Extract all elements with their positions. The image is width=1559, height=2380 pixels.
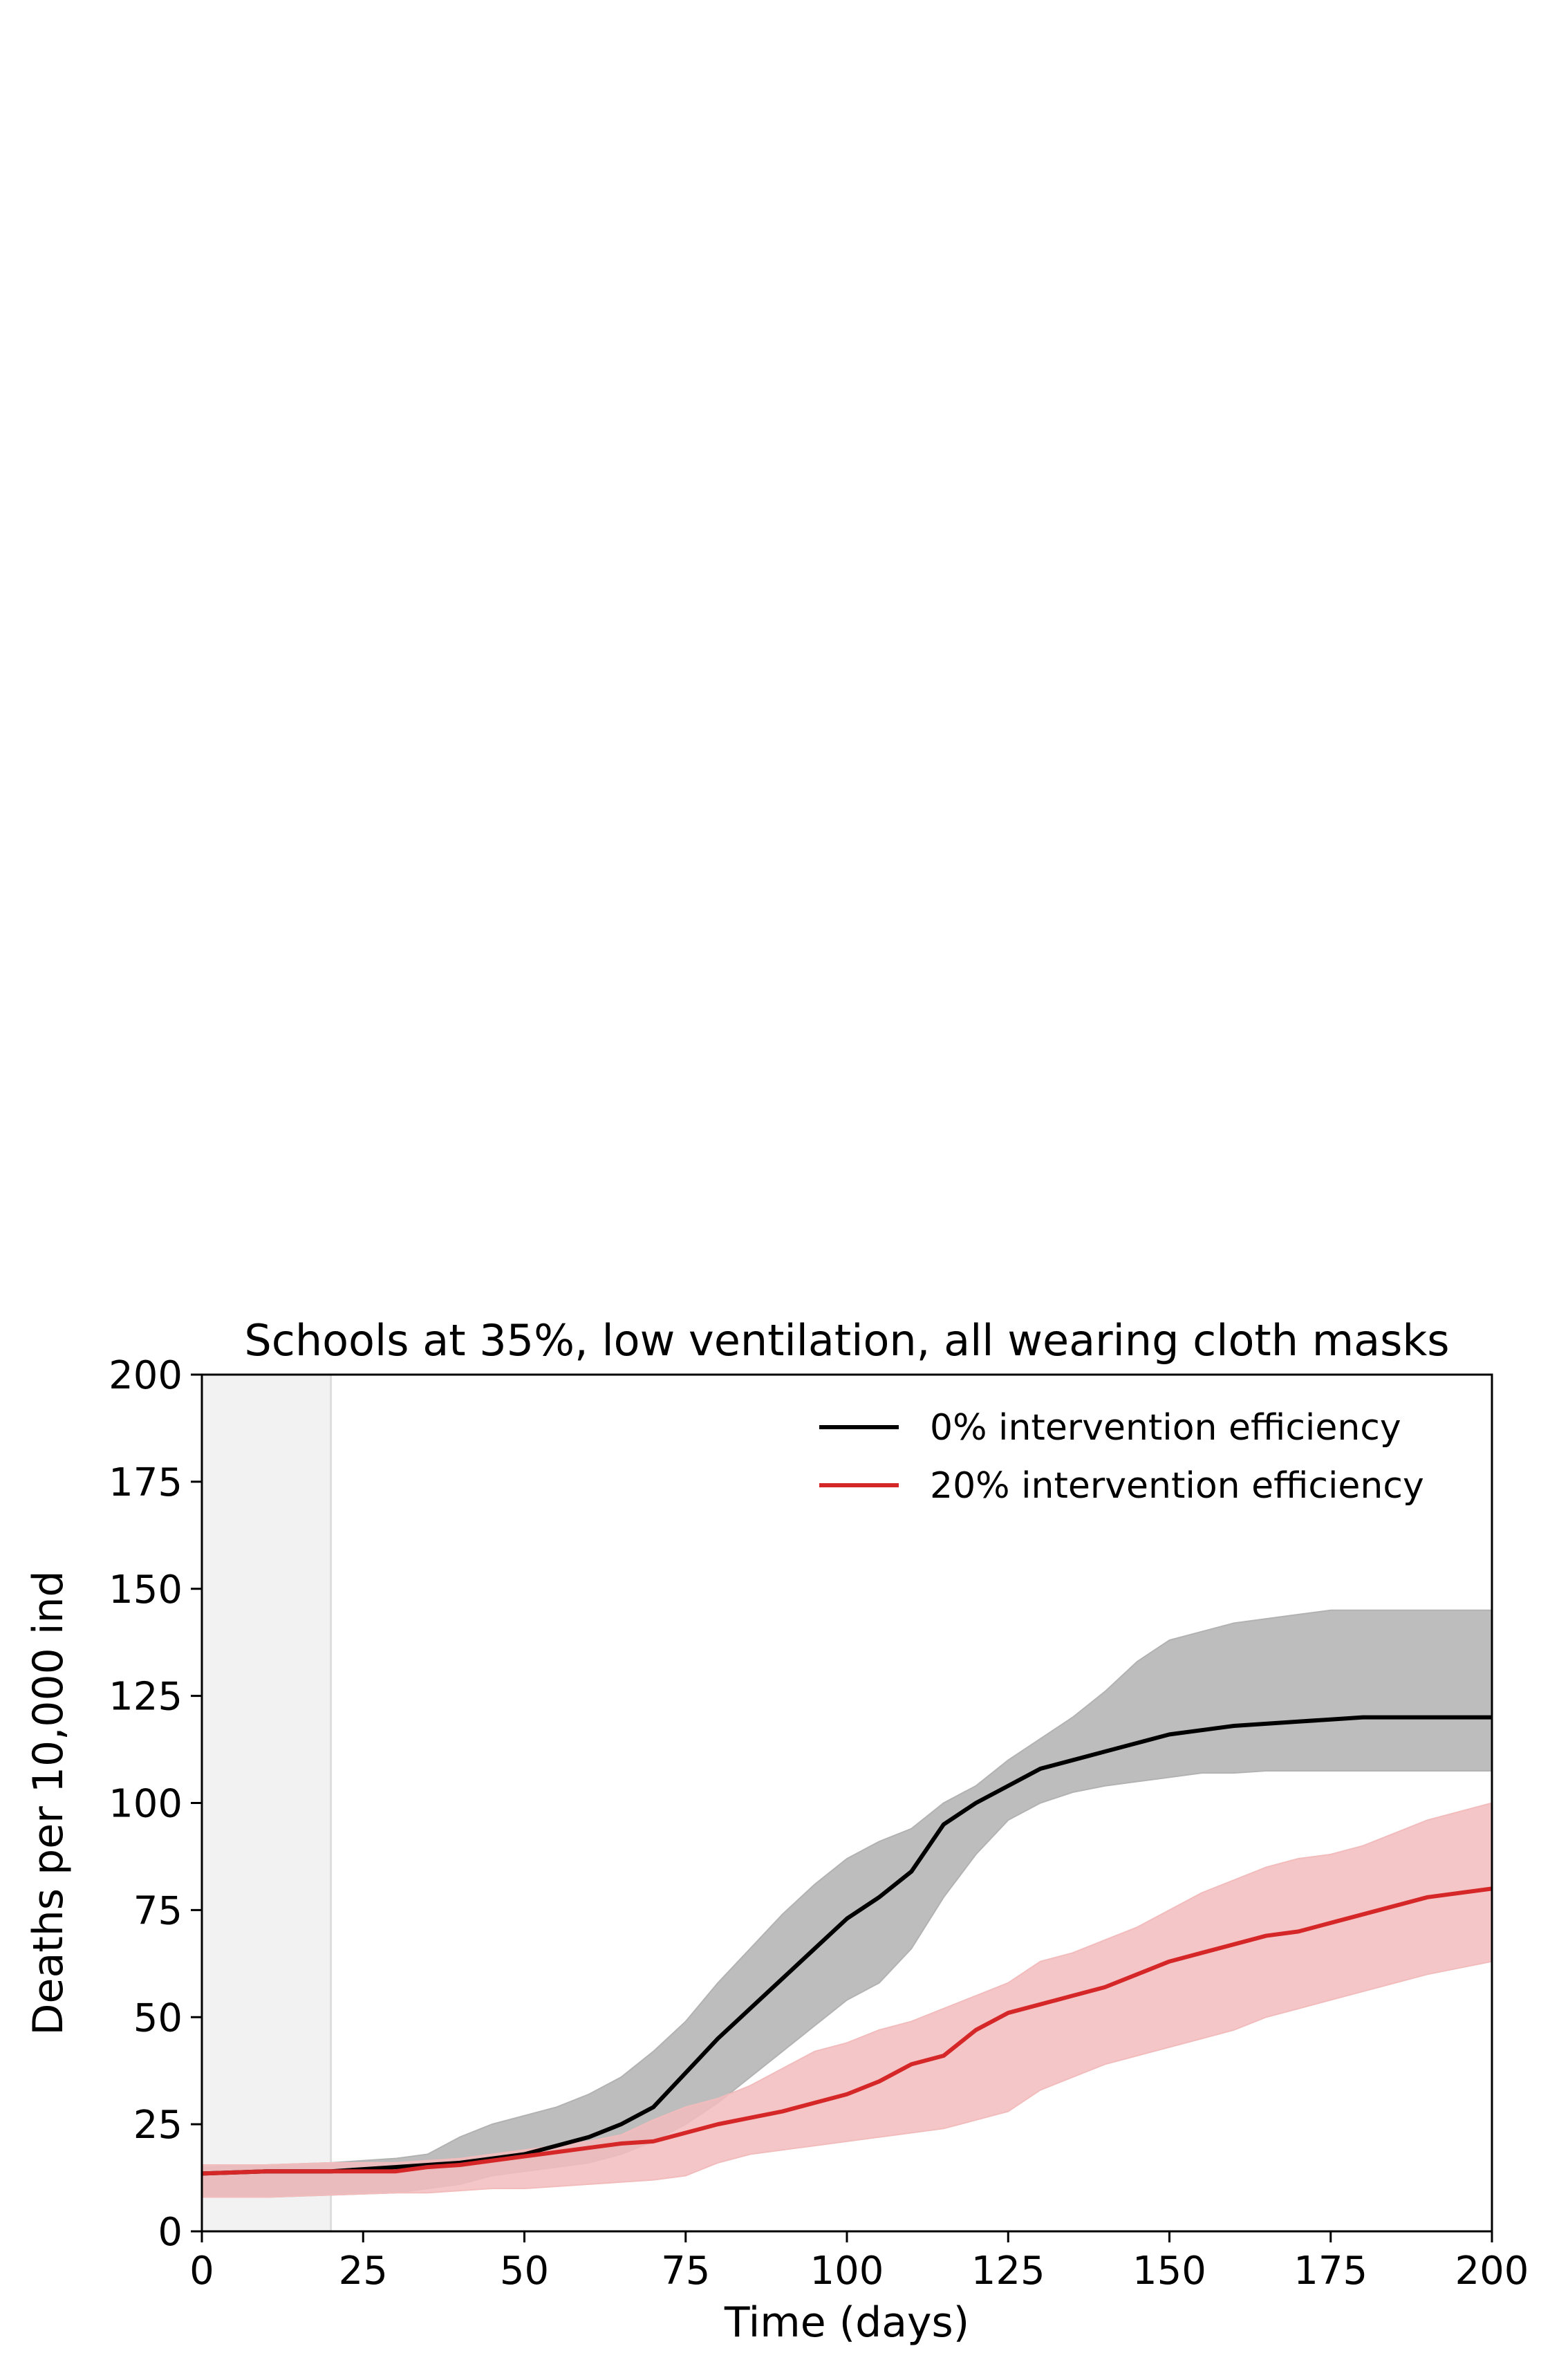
y-tick-label-0: 0 — [158, 2210, 183, 2255]
series-1-line — [201, 1886, 1493, 2176]
x-tick-label-7: 175 — [1294, 2249, 1367, 2294]
series-0-line — [201, 1715, 1492, 2176]
y-tick-label-4: 100 — [109, 1782, 183, 1827]
chart-title: Schools at 35%, low ventilation, all wea… — [244, 1315, 1449, 1366]
x-tick-label-1: 25 — [339, 2249, 388, 2294]
y-tick-label-8: 200 — [109, 1353, 183, 1398]
x-axis-label: Time (days) — [724, 2298, 969, 2347]
x-tick-label-3: 75 — [661, 2249, 710, 2294]
y-tick-label-6: 150 — [109, 1568, 183, 1612]
legend: 0% intervention efficiency 20% intervent… — [819, 1407, 1424, 1507]
y-tick-label-5: 125 — [109, 1675, 183, 1720]
shaded-initial-period — [202, 1375, 331, 2231]
legend-label-1: 20% intervention efficiency — [930, 1465, 1424, 1507]
series-bands — [201, 1609, 1493, 2198]
y-tick-label-7: 175 — [109, 1460, 183, 1505]
y-tick-label-2: 50 — [133, 1996, 183, 2040]
x-tick-label-0: 0 — [189, 2249, 214, 2294]
legend-label-0: 0% intervention efficiency — [930, 1407, 1401, 1449]
x-tick-label-6: 150 — [1132, 2249, 1206, 2294]
x-tick-label-8: 200 — [1455, 2249, 1529, 2294]
y-tick-label-1: 25 — [133, 2103, 183, 2148]
x-tick-label-2: 50 — [500, 2249, 549, 2294]
x-tick-label-4: 100 — [810, 2249, 884, 2294]
series-lines — [201, 1715, 1493, 2176]
y-axis-ticks: 0 25 50 75 100 125 150 175 200 — [109, 1353, 202, 2255]
x-tick-label-5: 125 — [971, 2249, 1045, 2294]
x-axis-ticks: 0 25 50 75 100 125 150 175 200 — [189, 2231, 1529, 2294]
y-axis-label: Deaths per 10,000 ind — [24, 1570, 73, 2035]
y-tick-label-3: 75 — [133, 1888, 183, 1933]
